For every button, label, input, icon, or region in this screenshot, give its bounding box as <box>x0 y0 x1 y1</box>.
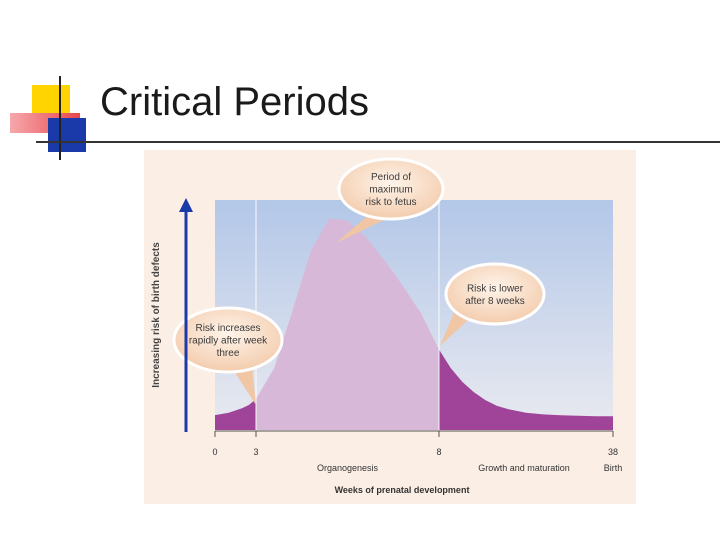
title-underline <box>36 141 720 143</box>
callout-text: three <box>217 348 240 359</box>
callout-pointer <box>232 365 256 405</box>
callout-text: maximum <box>369 185 412 196</box>
area-layer <box>215 200 613 430</box>
x-tick-label: 8 <box>436 447 441 457</box>
callout-bubble: Risk is lower after 8 weeks <box>440 262 546 346</box>
y-axis-label: Increasing risk of birth defects <box>151 242 162 388</box>
risk-area-early <box>215 398 256 430</box>
callout-ellipse <box>444 262 546 326</box>
callout-text: Risk is lower <box>467 283 524 294</box>
callout-text: after 8 weeks <box>465 296 524 307</box>
corner-vertical-line <box>59 76 61 160</box>
callout-pointer <box>336 212 388 243</box>
callout-text: Period of <box>371 172 411 183</box>
callout-text: rapidly after week <box>189 336 268 347</box>
x-tick-label-birth: Birth <box>604 463 623 473</box>
callout-ellipse <box>337 157 445 221</box>
corner-blue-square <box>48 118 86 152</box>
x-tick-label: 38 <box>608 447 618 457</box>
phase-label: Growth and maturation <box>478 463 570 473</box>
slide-title: Critical Periods <box>100 80 369 124</box>
x-tick-label: 3 <box>253 447 258 457</box>
callout-text: risk to fetus <box>365 197 416 208</box>
risk-area-organogenesis <box>256 218 439 430</box>
x-tick-label: 0 <box>212 447 217 457</box>
callout-ellipse <box>172 306 284 374</box>
phase-label: Organogenesis <box>317 463 379 473</box>
risk-area-late <box>439 349 613 430</box>
y-axis-arrow-head <box>179 198 193 212</box>
x-axis-title: Weeks of prenatal development <box>335 485 470 495</box>
callout-text: Risk increases <box>195 323 260 334</box>
